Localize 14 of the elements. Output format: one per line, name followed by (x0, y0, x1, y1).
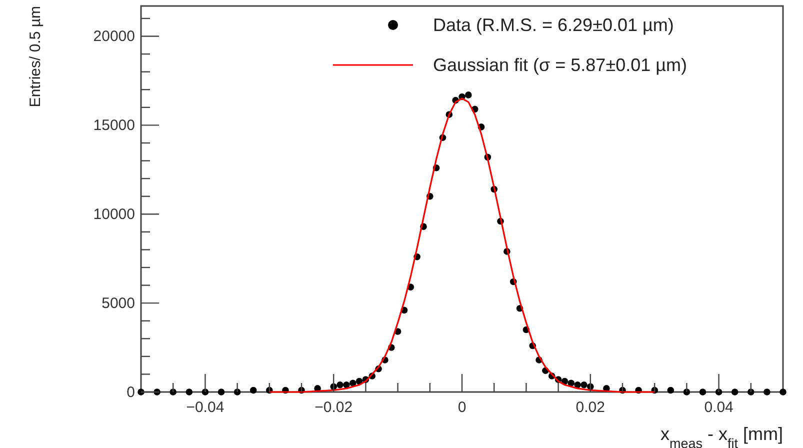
y-tick-label: 20000 (93, 28, 135, 46)
y-tick-label: 0 (126, 384, 135, 401)
y-tick-label: 5000 (102, 295, 135, 312)
x-tick-label: −0.04 (186, 399, 224, 416)
x-tick-label: −0.02 (314, 399, 353, 416)
y-tick-label: 10000 (93, 206, 135, 224)
x-tick-label: 0.02 (576, 399, 605, 416)
legend-label: Gaussian fit (σ = 5.87±0.01 µm) (433, 55, 687, 75)
y-tick-label: 15000 (93, 117, 135, 134)
legend-label: Data (R.M.S. = 6.29±0.01 µm) (433, 15, 674, 35)
x-tick-label: 0.04 (704, 399, 734, 416)
y-axis-title: Entries/ 0.5 µm (27, 6, 44, 108)
x-tick-label: 0 (458, 399, 466, 416)
x-axis-title: x$_{meas}$ - x$_{fit}$ [mm] (660, 424, 783, 448)
